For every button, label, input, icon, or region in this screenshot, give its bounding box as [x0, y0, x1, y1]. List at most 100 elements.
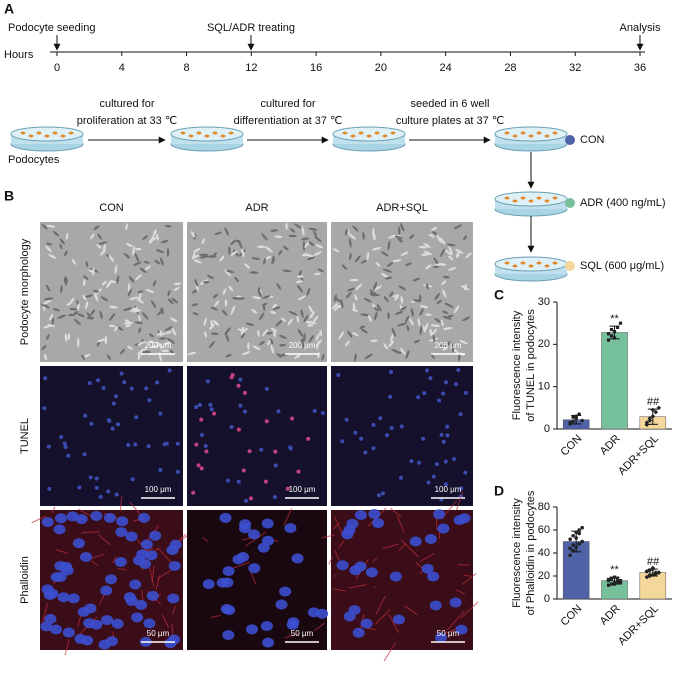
data-point [644, 420, 650, 425]
tick-label: 24 [440, 62, 452, 74]
cell [362, 231, 365, 240]
cell [129, 296, 139, 300]
cell [252, 296, 261, 300]
cell [355, 283, 363, 291]
nucleus [115, 527, 128, 538]
cell [257, 330, 260, 337]
cell [46, 224, 56, 228]
cell [64, 333, 68, 342]
cell [128, 275, 135, 283]
cell [148, 340, 155, 344]
cell [536, 261, 542, 265]
nucleus [434, 632, 447, 643]
nucleus [399, 424, 404, 429]
nucleus [378, 416, 383, 421]
step-label: seeded in 6 well [411, 98, 490, 110]
cell [442, 310, 449, 315]
nucleus [341, 529, 354, 540]
nucleus [145, 550, 158, 561]
cell [544, 199, 550, 203]
legend-dot [565, 198, 575, 208]
cell [303, 314, 309, 323]
x-tick-label: ADR [598, 433, 623, 458]
data-point [580, 539, 584, 544]
cell [448, 255, 454, 261]
cell [297, 295, 307, 301]
nucleus [236, 479, 241, 484]
cell [208, 323, 215, 330]
significance: ** [610, 564, 619, 576]
step-label: differentiation at 37 ℃ [234, 115, 343, 127]
cell [312, 315, 319, 324]
cell [410, 307, 414, 317]
cell [397, 322, 407, 327]
cell [387, 240, 391, 251]
cell [208, 341, 215, 349]
cell [424, 313, 432, 316]
cell [336, 305, 343, 309]
significance: ## [647, 396, 660, 408]
nucleus [63, 444, 68, 449]
cell [342, 131, 348, 135]
fiber [455, 491, 464, 511]
nucleus [47, 486, 52, 491]
cell [366, 134, 372, 138]
y-axis-label: of Phalloidin in podocytes [525, 490, 537, 615]
cell [528, 199, 534, 203]
cell [308, 227, 318, 231]
nucleus [243, 498, 248, 503]
cell [212, 252, 217, 258]
fiber [51, 506, 56, 514]
cell [463, 235, 467, 241]
cell [350, 134, 356, 138]
fiber [338, 540, 345, 548]
fiber [328, 556, 333, 565]
nucleus [388, 394, 393, 399]
cell [434, 318, 442, 323]
cell [302, 241, 306, 252]
nucleus [287, 617, 300, 628]
cell [47, 324, 56, 328]
fiber [375, 595, 386, 615]
tick-label: 28 [504, 62, 516, 74]
cell [351, 332, 359, 337]
nucleus [316, 608, 329, 619]
nucleus [340, 439, 345, 444]
cell [454, 305, 460, 314]
cell [114, 265, 118, 274]
fiber [91, 560, 99, 567]
cell [199, 255, 209, 259]
cell [307, 324, 314, 327]
nucleus [376, 493, 381, 498]
nucleus [349, 565, 362, 576]
cell [214, 300, 219, 307]
cell [51, 317, 55, 327]
nucleus [306, 436, 311, 441]
cell [99, 249, 107, 256]
cell [127, 345, 133, 350]
cell [228, 246, 231, 256]
cell [370, 339, 378, 342]
cell [400, 347, 406, 355]
fiber [91, 553, 105, 559]
data-point [647, 416, 653, 421]
cell [372, 281, 378, 291]
cell [406, 324, 410, 332]
legend-dot [565, 261, 575, 271]
cell [333, 297, 342, 303]
nucleus [199, 417, 204, 422]
cell [453, 224, 463, 230]
scale-bar-label: 200 μm [145, 341, 172, 350]
cell [224, 299, 228, 307]
cell [358, 131, 364, 135]
cell [72, 310, 79, 316]
nucleus [191, 490, 196, 495]
nucleus [291, 553, 304, 564]
cell [261, 233, 268, 241]
cell [60, 134, 66, 138]
fiber [372, 557, 378, 563]
cell [203, 317, 207, 326]
nucleus [264, 419, 269, 424]
tick-label: 20 [375, 62, 387, 74]
